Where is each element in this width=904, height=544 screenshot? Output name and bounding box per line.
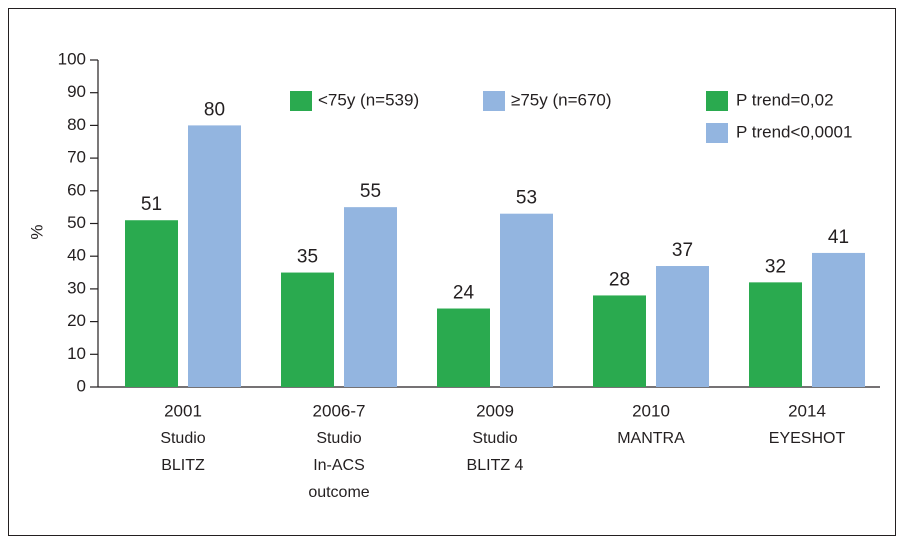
annotation-swatch [706, 123, 728, 143]
legend-swatch [290, 91, 312, 111]
x-tick-label: 2014 [788, 401, 826, 420]
value-label: 41 [828, 227, 849, 248]
value-label: 32 [765, 256, 786, 277]
x-tick-label: 2010 [632, 401, 670, 420]
bar [125, 220, 178, 387]
value-label: 53 [516, 188, 537, 209]
value-label: 80 [204, 99, 225, 120]
annotation: P trend=0,02 [736, 90, 834, 109]
legend-swatch [483, 91, 505, 111]
x-tick-label: Studio [160, 430, 205, 447]
x-tick-label: 2001 [164, 401, 202, 420]
value-label: 35 [297, 247, 318, 268]
value-label: 37 [672, 240, 693, 261]
x-tick-label: MANTRA [617, 430, 685, 447]
legend-label: <75y (n=539) [318, 90, 419, 109]
bar [812, 252, 865, 387]
x-tick-label: In-ACS [313, 457, 365, 474]
x-tick-label: Studio [316, 430, 361, 447]
y-tick-label: 70 [67, 148, 86, 167]
annotation-swatch [706, 91, 728, 111]
bar [593, 295, 646, 387]
y-tick-label: 20 [67, 311, 86, 330]
x-tick-label: BLITZ 4 [467, 457, 524, 474]
x-tick-label: outcome [308, 484, 369, 501]
y-tick-label: 80 [67, 115, 86, 134]
y-tick-label: 100 [58, 49, 86, 68]
annotation: P trend<0,0001 [736, 122, 852, 141]
bar [500, 213, 553, 387]
bar [344, 207, 397, 387]
x-tick-label: EYESHOT [769, 430, 846, 447]
frame [8, 8, 896, 536]
legend-label: ≥75y (n=670) [511, 90, 612, 109]
value-label: 24 [453, 283, 475, 304]
bar [749, 282, 802, 387]
bar [437, 308, 490, 387]
bar [188, 125, 241, 388]
x-tick-label: Studio [472, 430, 517, 447]
y-tick-label: 30 [67, 278, 86, 297]
bar [656, 266, 709, 387]
y-tick-label: 40 [67, 246, 86, 265]
y-tick-label: 10 [67, 344, 86, 363]
y-tick-label: 50 [67, 213, 86, 232]
value-label: 51 [141, 194, 162, 215]
x-tick-label: 2006-7 [313, 401, 366, 420]
x-tick-label: 2009 [476, 401, 514, 420]
value-label: 55 [360, 181, 381, 202]
y-tick-label: 0 [77, 376, 86, 395]
x-tick-label: BLITZ [161, 457, 205, 474]
value-label: 28 [609, 269, 630, 290]
y-axis-label: % [27, 224, 46, 239]
y-tick-label: 60 [67, 180, 86, 199]
y-tick-label: 90 [67, 82, 86, 101]
bar [281, 272, 334, 387]
